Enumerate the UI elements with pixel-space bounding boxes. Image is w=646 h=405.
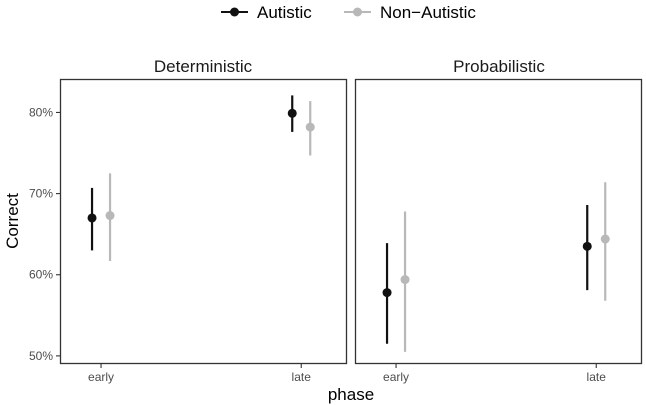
y-tick-label: 50% (29, 349, 53, 363)
x-tick-label-early: early (88, 370, 114, 384)
legend-label-non-autistic: Non−Autistic (380, 3, 476, 22)
legend-label-autistic: Autistic (257, 3, 312, 22)
y-axis-title: Correct (3, 193, 22, 249)
panel-frame-deterministic (59, 78, 348, 365)
point-probabilistic-non-autistic-late (600, 234, 610, 244)
y-tick-label: 80% (29, 105, 53, 119)
x-tick-label-late: late (587, 370, 607, 384)
panel-title-deterministic: Deterministic (154, 57, 253, 76)
y-tick-label: 60% (29, 268, 53, 282)
point-deterministic-autistic-early (87, 213, 97, 223)
x-axis-title: phase (328, 385, 374, 404)
x-tick-label-early: early (383, 370, 409, 384)
x-axis: early late early late (88, 364, 606, 384)
y-tick-label: 70% (29, 187, 53, 201)
panel-title-probabilistic: Probabilistic (453, 57, 545, 76)
legend: Autistic Non−Autistic (221, 3, 476, 22)
panel-frame-probabilistic (354, 78, 643, 365)
y-axis: 50% 60% 70% 80% (29, 105, 61, 363)
x-tick-label-late: late (292, 370, 312, 384)
point-probabilistic-autistic-late (582, 241, 592, 251)
point-deterministic-autistic-late (287, 108, 297, 118)
point-probabilistic-autistic-early (382, 288, 392, 298)
legend-key-autistic-point (230, 7, 239, 17)
data-marks (87, 95, 610, 352)
point-deterministic-non-autistic-late (305, 122, 315, 132)
point-deterministic-non-autistic-early (105, 211, 115, 221)
legend-key-non-autistic-point (353, 7, 362, 17)
point-probabilistic-non-autistic-early (400, 275, 410, 285)
